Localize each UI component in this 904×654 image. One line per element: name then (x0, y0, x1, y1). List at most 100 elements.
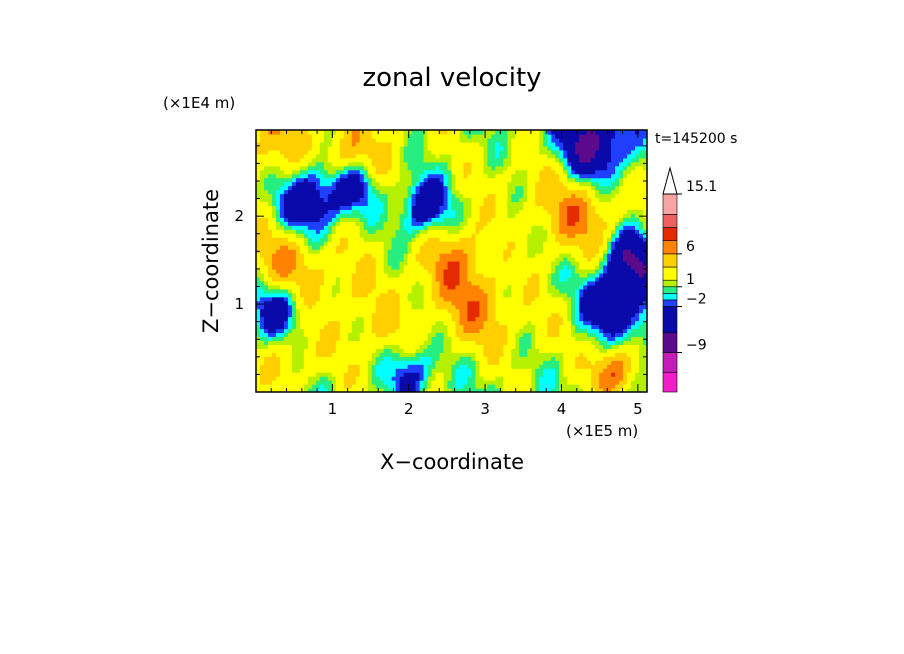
heat-cell (527, 197, 532, 203)
heat-cell (623, 308, 628, 314)
heat-cell (447, 292, 453, 298)
heat-cell (631, 336, 636, 341)
heat-cell (539, 253, 544, 258)
heat-cell (323, 360, 329, 365)
heat-cell (395, 320, 401, 326)
heat-cell (539, 368, 544, 373)
heat-cell (495, 276, 500, 282)
heat-cell (439, 213, 445, 218)
heat-cell (499, 308, 504, 314)
heat-cell (283, 201, 289, 207)
heat-cell (447, 264, 453, 270)
heat-cell (499, 324, 504, 330)
heat-cell (275, 332, 281, 338)
heat-cell (307, 249, 313, 254)
heat-cell (423, 312, 429, 318)
heat-cell (619, 372, 624, 377)
heat-cell (563, 312, 568, 318)
heat-cell (355, 316, 361, 322)
heat-cell (315, 356, 321, 361)
heat-cell (407, 253, 413, 258)
heat-cell (635, 356, 640, 361)
heat-cell (327, 340, 333, 345)
heat-cell (623, 352, 628, 357)
heat-cell (371, 201, 377, 207)
heat-cell (535, 209, 540, 214)
heat-cell (643, 316, 647, 322)
heat-cell (495, 320, 500, 326)
heat-cell (503, 388, 508, 392)
heat-cell (439, 352, 445, 357)
heat-cell (611, 276, 616, 282)
heat-cell (631, 261, 636, 266)
heat-cell (571, 368, 576, 373)
heat-cell (491, 288, 496, 294)
heat-cell (399, 364, 405, 369)
heat-cell (539, 217, 544, 222)
heat-cell (415, 264, 421, 270)
heat-cell (495, 352, 500, 357)
heat-cell (423, 205, 429, 210)
heat-cell (531, 296, 536, 302)
heat-cell (379, 356, 385, 361)
heat-cell (475, 292, 481, 298)
heat-cell (399, 380, 405, 385)
heat-cell (551, 292, 556, 298)
heat-cell (379, 276, 385, 282)
heat-cell (471, 193, 477, 199)
heat-cell (555, 288, 560, 294)
heat-cell (455, 193, 461, 199)
heat-cell (527, 253, 532, 258)
heat-cell (439, 388, 445, 392)
heat-cell (571, 209, 576, 214)
heat-cell (371, 292, 377, 298)
heat-cell (415, 312, 421, 318)
heat-cell (319, 380, 325, 385)
heat-cell (307, 312, 313, 318)
heat-cell (471, 284, 477, 290)
heat-cell (407, 364, 413, 369)
heat-cell (439, 249, 445, 254)
heat-cell (435, 308, 441, 314)
heat-cell (591, 280, 596, 286)
heat-cell (455, 300, 461, 306)
heat-cell (459, 205, 465, 210)
heat-cell (295, 296, 301, 302)
heat-cell (275, 340, 281, 345)
heat-cell (263, 201, 269, 207)
heat-cell (527, 296, 532, 302)
heat-cell (319, 257, 325, 262)
heat-cell (643, 264, 647, 270)
heat-cell (371, 209, 377, 214)
heat-cell (279, 197, 285, 203)
heat-cell (303, 253, 309, 258)
heat-cell (467, 352, 473, 357)
heat-cell (627, 249, 632, 254)
heat-cell (415, 249, 421, 254)
heat-cell (275, 376, 281, 381)
heat-cell (451, 328, 457, 334)
heat-cell (487, 372, 492, 377)
heat-cell (299, 332, 305, 338)
heat-cell (347, 312, 353, 318)
heat-cell (291, 237, 297, 242)
heat-cell (479, 320, 485, 326)
heat-cell (519, 205, 524, 210)
heat-cell (523, 320, 528, 326)
heat-cell (631, 217, 636, 222)
heat-cell (563, 249, 568, 254)
heat-cell (375, 233, 381, 238)
heat-cell (535, 304, 540, 310)
heat-cell (619, 360, 624, 365)
heat-cell (363, 300, 369, 306)
heat-cell (583, 201, 588, 207)
heat-cell (559, 237, 564, 242)
heat-cell (327, 292, 333, 298)
heat-cell (375, 368, 381, 373)
heat-cell (499, 360, 504, 365)
heat-cell (507, 372, 512, 377)
heat-cell (639, 376, 644, 381)
heat-cell (443, 372, 449, 377)
heat-cell (547, 201, 552, 207)
heat-cell (311, 352, 317, 357)
